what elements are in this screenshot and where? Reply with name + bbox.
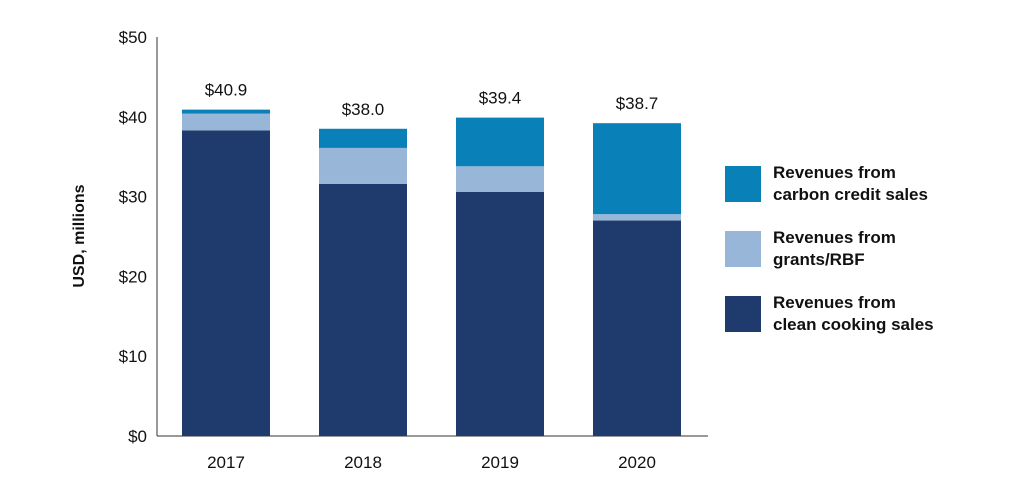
legend-item-clean-cooking: Revenues from clean cooking sales	[725, 292, 1015, 336]
y-tick-label: $20	[119, 267, 147, 286]
y-tick-labels: $0 $10 $20 $30 $40 $50	[119, 28, 147, 446]
bar-total-label: $40.9	[205, 81, 248, 100]
y-tick-label: $30	[119, 188, 147, 207]
y-axis-title: USD, millions	[71, 184, 88, 287]
legend-swatch-clean-cooking	[725, 296, 761, 332]
bar-segment	[319, 128, 407, 148]
bar-total-label: $39.4	[479, 89, 522, 108]
bar-segment	[593, 220, 681, 436]
bar-segment	[593, 123, 681, 215]
bar-segment	[593, 214, 681, 221]
legend-label-clean-cooking: Revenues from clean cooking sales	[773, 292, 934, 336]
x-tick-labels: 2017 2018 2019 2020	[207, 453, 656, 472]
bar-segment	[456, 166, 544, 192]
bar-total-label: $38.7	[616, 94, 659, 113]
x-tick-label: 2017	[207, 453, 245, 472]
x-tick-label: 2020	[618, 453, 656, 472]
legend-label-carbon-line1: Revenues from	[773, 163, 896, 182]
legend-swatch-carbon	[725, 166, 761, 202]
x-tick-label: 2018	[344, 453, 382, 472]
legend-label-clean-cooking-line1: Revenues from	[773, 293, 896, 312]
legend-item-carbon: Revenues from carbon credit sales	[725, 162, 1015, 206]
y-tick-label: $0	[128, 427, 147, 446]
legend-swatch-grants	[725, 231, 761, 267]
bar-total-label: $38.0	[342, 100, 385, 119]
bar-segment	[456, 191, 544, 436]
y-tick-label: $40	[119, 108, 147, 127]
bar-segment	[319, 147, 407, 184]
legend: Revenues from carbon credit sales Revenu…	[725, 162, 1015, 357]
bars	[182, 109, 681, 436]
legend-label-grants-line1: Revenues from	[773, 228, 896, 247]
y-tick-label: $10	[119, 347, 147, 366]
bar-segment	[319, 183, 407, 436]
x-tick-label: 2019	[481, 453, 519, 472]
legend-label-carbon: Revenues from carbon credit sales	[773, 162, 928, 206]
y-tick-label: $50	[119, 28, 147, 47]
legend-item-grants: Revenues from grants/RBF	[725, 227, 1015, 271]
total-labels: $40.9 $38.0 $39.4 $38.7	[205, 81, 659, 119]
legend-label-grants: Revenues from grants/RBF	[773, 227, 896, 271]
legend-label-grants-line2: grants/RBF	[773, 250, 865, 269]
bar-segment	[456, 117, 544, 167]
legend-label-clean-cooking-line2: clean cooking sales	[773, 315, 934, 334]
legend-label-carbon-line2: carbon credit sales	[773, 185, 928, 204]
bar-segment	[182, 109, 270, 114]
bar-segment	[182, 130, 270, 436]
bar-segment	[182, 113, 270, 131]
